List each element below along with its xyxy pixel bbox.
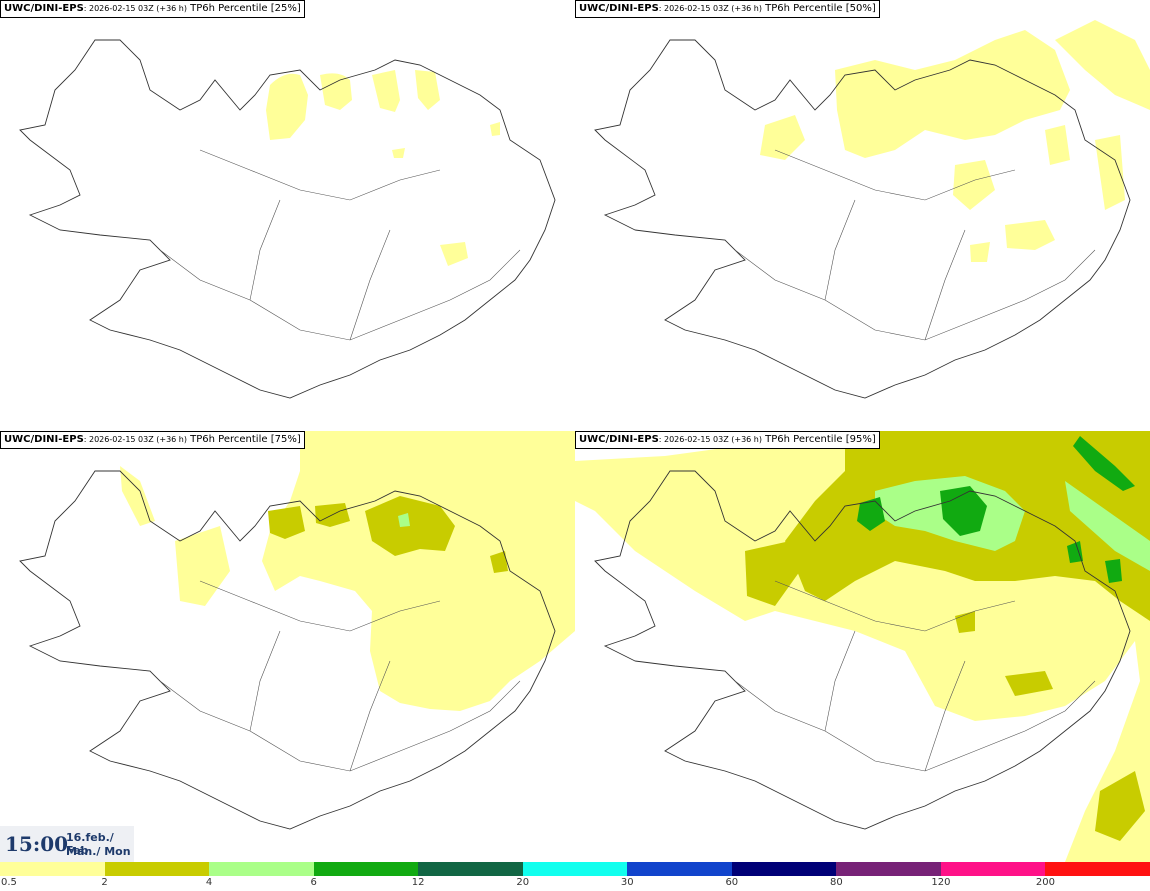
coastline	[19, 470, 556, 830]
roads	[159, 580, 521, 772]
legend-tick-label: 80	[829, 877, 843, 888]
precip-areas	[266, 70, 500, 266]
coastline	[594, 39, 1131, 399]
legend-tick-label: 0.5	[1, 877, 17, 888]
coastline	[19, 39, 556, 399]
precip-areas	[760, 20, 1150, 262]
precip-color-legend: 0.5 2 4 6 12 20 30 60 80 120 200	[0, 862, 1150, 891]
legend-tick-label: 30	[620, 877, 634, 888]
legend-tick-label: 120	[931, 877, 951, 888]
panel-title: UWC/DINI-EPS: 2026-02-15 03Z (+36 h) TP6…	[0, 431, 305, 449]
legend-tick-label: 60	[725, 877, 739, 888]
map-panel-p95: UWC/DINI-EPS: 2026-02-15 03Z (+36 h) TP6…	[575, 431, 1150, 862]
roads	[734, 580, 1096, 772]
coastline	[594, 470, 1131, 830]
legend-color-9	[940, 862, 1046, 876]
legend-tick-label: 4	[205, 877, 213, 888]
legend-tick-label: 20	[516, 877, 530, 888]
map-canvas	[594, 20, 1150, 399]
map-canvas	[575, 431, 1150, 862]
legend-color-3	[313, 862, 419, 876]
legend-tick-label: 2	[101, 877, 108, 888]
legend-tick-label: 6	[310, 877, 317, 888]
map-panel-p75: UWC/DINI-EPS: 2026-02-15 03Z (+36 h) TP6…	[0, 431, 575, 862]
valid-time-weekday: Mán./ Mon	[66, 845, 131, 858]
legend-tick-label: 12	[411, 877, 425, 888]
map-canvas	[19, 39, 556, 399]
legend-color-5	[522, 862, 628, 876]
valid-time-date: 16.feb./ Feb	[66, 831, 114, 857]
legend-color-1	[104, 862, 210, 876]
legend-color-0	[0, 862, 105, 876]
map-panel-p50: UWC/DINI-EPS: 2026-02-15 03Z (+36 h) TP6…	[575, 0, 1150, 431]
precip-areas	[120, 431, 575, 711]
legend-tick-label: 200	[1035, 877, 1055, 888]
valid-time-box: 15:00 16.feb./ Feb Mán./ Mon	[0, 826, 134, 862]
panel-title: UWC/DINI-EPS: 2026-02-15 03Z (+36 h) TP6…	[575, 0, 880, 18]
legend-color-7	[731, 862, 837, 876]
panel-title: UWC/DINI-EPS: 2026-02-15 03Z (+36 h) TP6…	[575, 431, 880, 449]
legend-color-10	[1045, 862, 1150, 876]
map-panel-p25: UWC/DINI-EPS: 2026-02-15 03Z (+36 h) TP6…	[0, 0, 575, 431]
legend-color-8	[836, 862, 942, 876]
legend-color-6	[627, 862, 733, 876]
legend-color-4	[418, 862, 524, 876]
precip-areas	[575, 431, 1150, 862]
legend-color-2	[209, 862, 315, 876]
map-canvas	[19, 431, 575, 830]
roads	[734, 149, 1096, 341]
panel-title: UWC/DINI-EPS: 2026-02-15 03Z (+36 h) TP6…	[0, 0, 305, 18]
roads	[159, 149, 521, 341]
valid-time-clock: 15:00	[5, 832, 69, 856]
